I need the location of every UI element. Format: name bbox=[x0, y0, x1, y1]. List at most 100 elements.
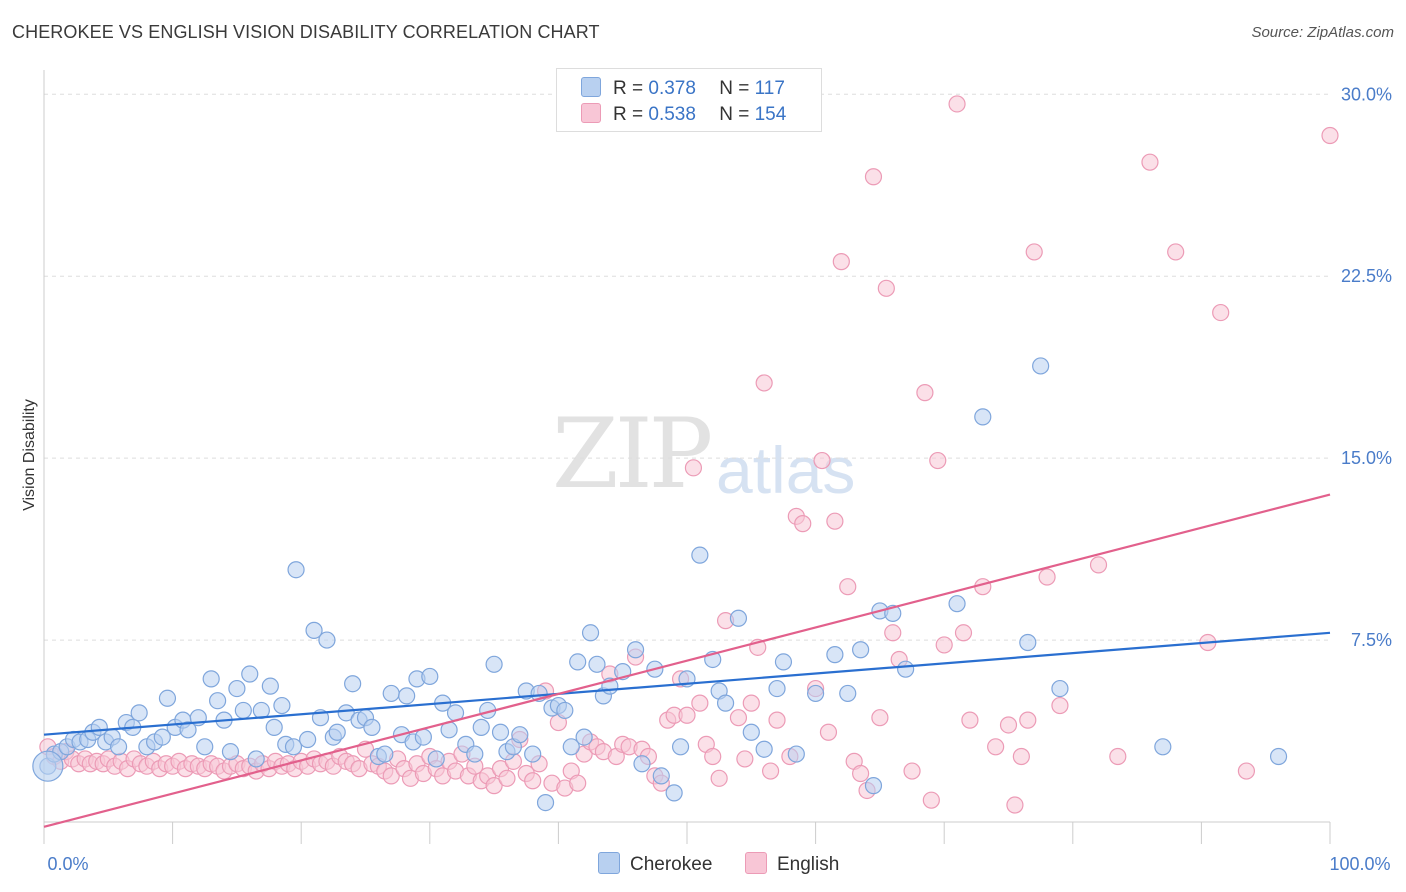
legend-row-cherokee: R = 0.378 N = 117 bbox=[581, 77, 785, 101]
english-point bbox=[1321, 126, 1339, 145]
english-point bbox=[755, 374, 773, 392]
cherokee-point bbox=[864, 777, 883, 795]
source-label: Source: ZipAtlas.com bbox=[1251, 24, 1394, 41]
cherokee-point bbox=[575, 728, 593, 746]
y-tick-label: 22.5% bbox=[1341, 266, 1392, 286]
cherokee-point bbox=[485, 655, 503, 673]
cherokee-point bbox=[287, 561, 305, 579]
english-point bbox=[768, 711, 786, 729]
x-tick-label: 100.0% bbox=[1329, 854, 1390, 874]
english-point bbox=[1051, 696, 1069, 715]
english-point bbox=[826, 512, 844, 530]
cherokee-point bbox=[344, 675, 362, 693]
cherokee-point bbox=[665, 784, 683, 802]
english-point bbox=[736, 750, 754, 768]
english-point bbox=[691, 694, 709, 712]
cherokee-point bbox=[284, 738, 303, 756]
english-point bbox=[1025, 243, 1043, 261]
cherokee-point bbox=[32, 750, 64, 782]
y-tick-label: 30.0% bbox=[1341, 84, 1392, 104]
english-legend-swatch bbox=[745, 852, 767, 874]
cherokee-point bbox=[241, 665, 259, 683]
cherokee-point bbox=[328, 723, 346, 741]
bottom-legend-english: English bbox=[745, 852, 839, 876]
cherokee-point bbox=[305, 621, 323, 639]
cherokee-point bbox=[897, 660, 915, 678]
english-point bbox=[813, 451, 831, 470]
english-point bbox=[864, 168, 883, 186]
watermark-atlas: atlas bbox=[716, 433, 856, 507]
cherokee-point bbox=[1154, 738, 1172, 756]
cherokee-point bbox=[511, 726, 529, 744]
english-point bbox=[794, 515, 812, 533]
cherokee-point bbox=[382, 684, 400, 703]
cherokee-point bbox=[536, 793, 555, 812]
cherokee-point bbox=[626, 641, 645, 659]
english-point bbox=[954, 624, 973, 642]
cherokee-legend-label: Cherokee bbox=[630, 854, 713, 875]
cherokee-point bbox=[1269, 747, 1288, 766]
cherokee-point bbox=[742, 723, 760, 741]
cherokee-r-value: 0.378 bbox=[648, 78, 696, 99]
cherokee-point bbox=[414, 728, 432, 746]
x-tick-label: 0.0% bbox=[47, 854, 88, 874]
english-point bbox=[839, 578, 857, 596]
cherokee-point bbox=[109, 738, 128, 756]
cherokee-point bbox=[153, 728, 171, 746]
y-axis-label: Vision Disability bbox=[21, 399, 38, 511]
cherokee-point bbox=[318, 631, 336, 649]
cherokee-point bbox=[221, 743, 240, 761]
english-point bbox=[710, 769, 728, 787]
cherokee-point bbox=[774, 653, 793, 671]
cherokee-point bbox=[755, 740, 773, 758]
english-point bbox=[678, 706, 696, 724]
cherokee-point bbox=[158, 689, 177, 707]
cherokee-swatch bbox=[581, 77, 601, 97]
cherokee-point bbox=[524, 745, 542, 763]
y-tick-label: 15.0% bbox=[1341, 448, 1392, 468]
cherokee-point bbox=[196, 738, 214, 756]
chart-title: CHEROKEE VS ENGLISH VISION DISABILITY CO… bbox=[12, 22, 600, 42]
cherokee-point bbox=[209, 692, 227, 710]
cherokee-point bbox=[421, 667, 439, 686]
bottom-legend-cherokee: Cherokee bbox=[598, 852, 712, 876]
english-point bbox=[961, 711, 979, 729]
cherokee-point bbox=[671, 738, 690, 756]
cherokee-point bbox=[273, 696, 291, 715]
cherokee-point bbox=[556, 701, 574, 720]
english-point bbox=[852, 764, 870, 783]
english-point bbox=[1089, 556, 1108, 574]
cherokee-point bbox=[839, 684, 857, 703]
cherokee-point bbox=[852, 641, 870, 659]
english-point bbox=[569, 774, 587, 792]
cherokee-point bbox=[491, 723, 510, 741]
watermark-zip: ZIP bbox=[552, 398, 713, 510]
english-point bbox=[1237, 762, 1256, 780]
cherokee-point bbox=[652, 767, 670, 785]
cherokee-point bbox=[948, 595, 966, 613]
english-point bbox=[935, 636, 953, 654]
english-point bbox=[1038, 568, 1056, 586]
n-label: N = bbox=[719, 78, 750, 99]
r-label: R = bbox=[613, 104, 644, 125]
cherokee-point bbox=[787, 745, 805, 763]
r-label: R = bbox=[613, 78, 644, 99]
english-series bbox=[39, 95, 1339, 814]
english-swatch bbox=[581, 103, 601, 123]
axes bbox=[43, 70, 1331, 844]
cherokee-point bbox=[716, 694, 735, 712]
cherokee-point bbox=[581, 624, 600, 642]
cherokee-point bbox=[427, 750, 445, 768]
english-point bbox=[871, 709, 889, 727]
cherokee-point bbox=[376, 745, 394, 763]
english-point bbox=[903, 762, 921, 780]
cherokee-point bbox=[130, 704, 148, 722]
cherokee-point bbox=[562, 738, 580, 756]
cherokee-point bbox=[826, 646, 844, 664]
cherokee-point bbox=[569, 653, 587, 671]
english-point bbox=[819, 723, 838, 741]
english-point bbox=[1167, 243, 1185, 261]
english-point bbox=[761, 762, 780, 780]
english-point bbox=[1019, 711, 1037, 729]
